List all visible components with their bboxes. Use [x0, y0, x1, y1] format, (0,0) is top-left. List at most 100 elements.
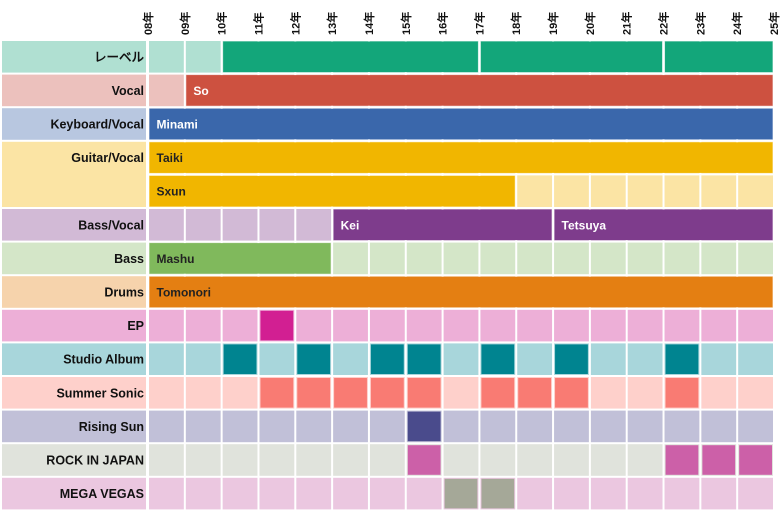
grid-cell — [222, 309, 258, 342]
event-marker — [665, 378, 699, 408]
row-label: Summer Sonic — [56, 386, 144, 400]
grid-cell — [517, 309, 553, 342]
row-label: レーベル — [94, 50, 145, 64]
timeline-row: レーベル — [2, 41, 773, 73]
timeline-row: Drums Tomonori — [2, 276, 773, 308]
grid-cell — [333, 410, 368, 443]
timeline-row: Keyboard/Vocal Minami — [2, 108, 773, 140]
grid-cell — [296, 444, 332, 476]
row-label: Vocal — [112, 84, 144, 98]
row-label-cell — [2, 444, 146, 476]
grid-cell — [185, 410, 221, 443]
bar-label: Tomonori — [157, 286, 211, 300]
event-marker — [260, 378, 294, 408]
grid-cell — [664, 175, 700, 207]
x-tick-label: 15年 — [399, 12, 413, 35]
row-label: Drums — [104, 286, 144, 300]
grid-cell — [738, 309, 773, 342]
grid-cell — [590, 377, 626, 409]
grid-cell — [701, 477, 737, 510]
row-label-cell — [2, 141, 146, 207]
row-label: Bass/Vocal — [78, 218, 144, 232]
grid-cell — [406, 309, 442, 342]
row-label: EP — [127, 319, 144, 333]
grid-cell — [627, 175, 663, 207]
grid-cell — [149, 343, 184, 375]
grid-cell — [149, 41, 184, 73]
timeline-row: Studio Album — [2, 343, 773, 375]
timeline-bar — [149, 276, 773, 308]
row-label: Guitar/Vocal — [71, 151, 144, 165]
timeline-bar — [480, 41, 663, 73]
grid-cell — [590, 410, 626, 443]
grid-cell — [627, 343, 663, 375]
grid-cell — [701, 175, 737, 207]
row-label: Bass — [114, 252, 144, 266]
grid-cell — [480, 242, 516, 275]
event-marker — [407, 445, 441, 475]
grid-cell — [149, 377, 184, 409]
row-label-cell — [2, 242, 146, 275]
event-marker — [407, 344, 441, 374]
x-tick-label: 17年 — [472, 12, 486, 35]
x-tick-label: 14年 — [362, 12, 376, 35]
grid-cell — [627, 477, 663, 510]
grid-cell — [369, 444, 405, 476]
grid-cell — [149, 477, 184, 510]
grid-cell — [517, 175, 553, 207]
grid-cell — [517, 477, 553, 510]
grid-cell — [185, 41, 221, 73]
grid-cell — [333, 444, 368, 476]
x-tick-label: 13年 — [325, 12, 339, 35]
grid-cell — [738, 477, 773, 510]
grid-cell — [590, 444, 626, 476]
grid-cell — [443, 410, 479, 443]
grid-cell — [149, 74, 184, 107]
grid-cell — [701, 410, 737, 443]
timeline-bar — [149, 175, 515, 207]
event-marker — [370, 344, 404, 374]
timeline-row: Summer Sonic — [2, 377, 773, 409]
timeline-row: Bass Mashu — [2, 242, 773, 275]
grid-cell — [480, 309, 516, 342]
timeline-bar — [333, 209, 552, 241]
event-marker — [223, 344, 257, 374]
event-marker — [481, 344, 515, 374]
grid-cell — [590, 477, 626, 510]
row-label: Studio Album — [63, 353, 144, 367]
grid-cell — [149, 309, 184, 342]
grid-cell — [259, 209, 295, 241]
grid-cell — [222, 444, 258, 476]
row-label: Rising Sun — [79, 420, 144, 434]
grid-cell — [517, 410, 553, 443]
grid-cell — [517, 242, 553, 275]
x-tick-label: 22年 — [657, 12, 671, 35]
row-label-cell — [2, 477, 146, 510]
timeline-bar — [186, 75, 773, 106]
event-marker — [334, 378, 367, 408]
event-marker — [260, 310, 294, 341]
grid-cell — [222, 377, 258, 409]
grid-cell — [517, 343, 553, 375]
row-label-cell — [2, 74, 146, 107]
grid-cell — [185, 444, 221, 476]
grid-cell — [259, 444, 295, 476]
x-tick-label: 09年 — [178, 12, 192, 35]
x-tick-label: 20年 — [583, 12, 597, 35]
bar-label: Taiki — [157, 151, 183, 165]
row-label: ROCK IN JAPAN — [46, 454, 144, 468]
x-tick-label: 21年 — [620, 12, 634, 35]
grid-cell — [222, 477, 258, 510]
event-marker — [555, 378, 588, 408]
grid-cell — [627, 377, 663, 409]
bar-label: Sxun — [157, 185, 186, 199]
timeline-bar — [665, 41, 773, 73]
grid-cell — [333, 343, 368, 375]
bar-label: Minami — [157, 118, 198, 132]
timeline-row: Guitar/Vocal Taiki Sxun — [2, 141, 773, 207]
row-label-cell — [2, 377, 146, 409]
grid-cell — [627, 444, 663, 476]
x-tick-label: 18年 — [509, 12, 523, 35]
timeline-bar — [149, 243, 331, 274]
